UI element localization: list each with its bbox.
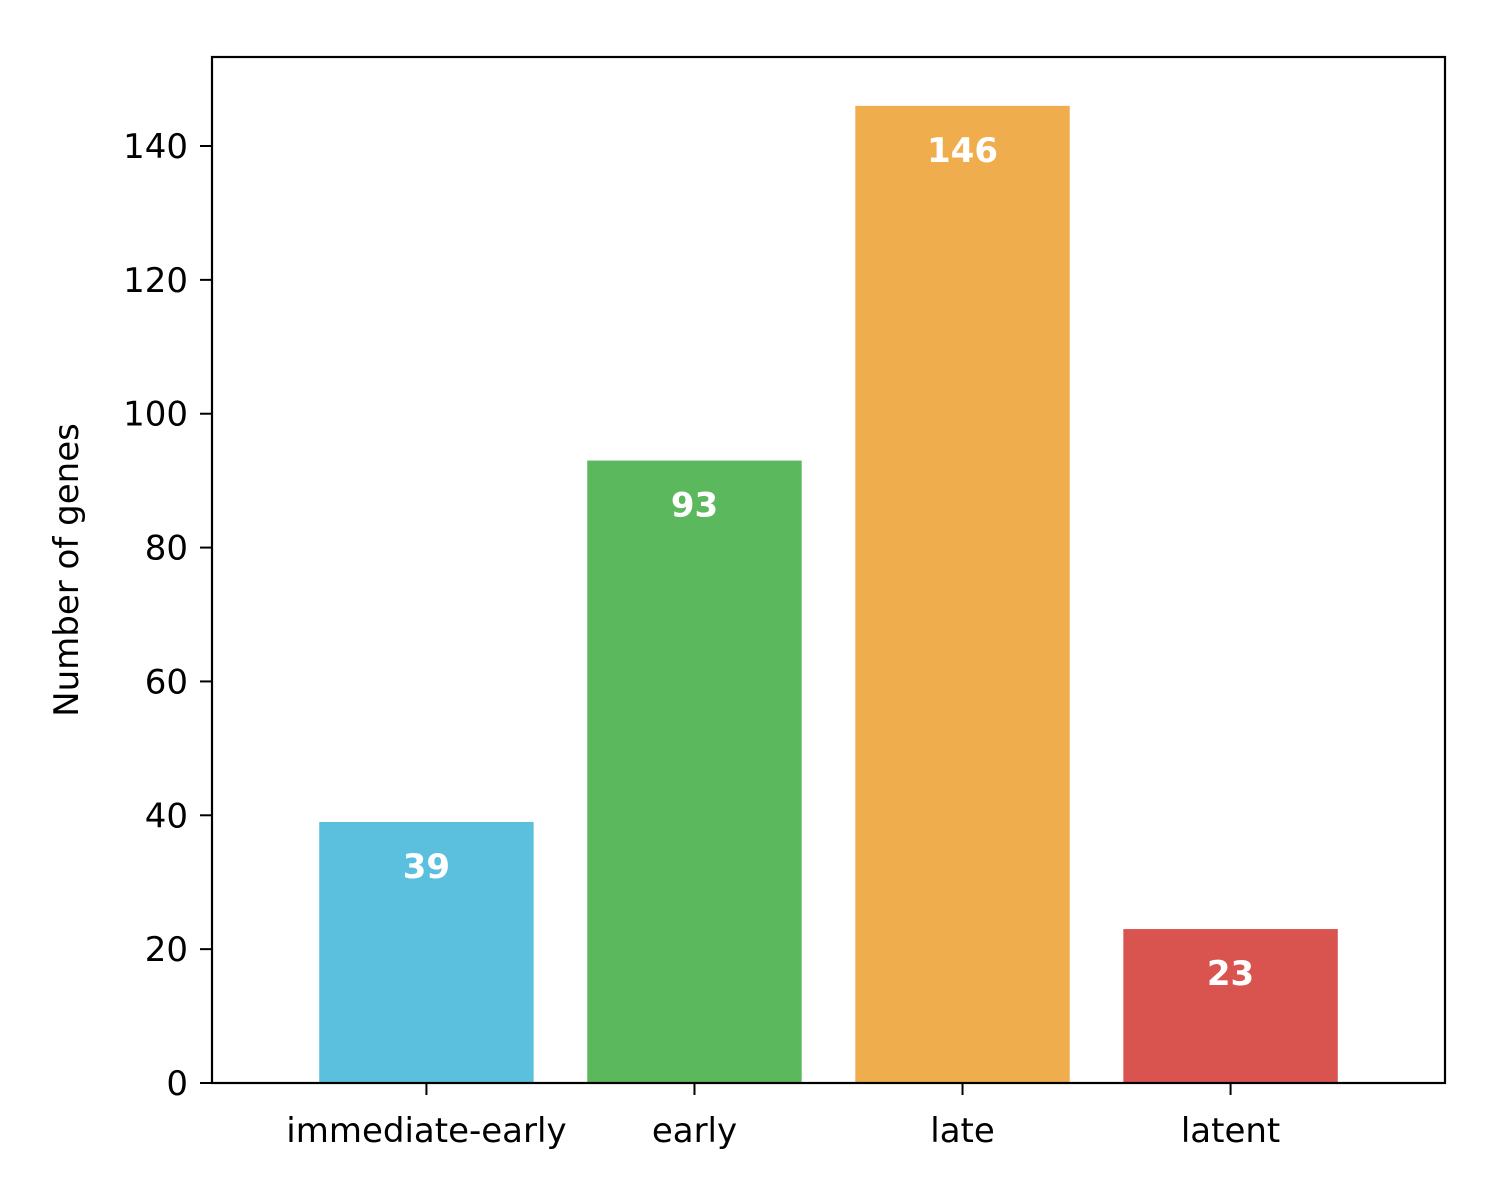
data-label-immediate-early: 39 xyxy=(403,847,450,887)
x-tick-label: late xyxy=(930,1111,995,1151)
y-tick-label: 80 xyxy=(145,529,188,569)
y-tick-label: 60 xyxy=(145,662,188,702)
plot-frame xyxy=(210,55,1447,1085)
data-label-latent: 23 xyxy=(1207,954,1254,994)
x-tick-label: latent xyxy=(1181,1111,1280,1151)
y-axis-ticks: 0 20 40 60 80 100 120 140 xyxy=(123,127,212,1104)
data-labels-group: 39 93 146 23 xyxy=(403,131,1254,994)
x-tick-label: immediate-early xyxy=(286,1111,566,1151)
bar-late xyxy=(855,105,1070,1084)
bar-immediate-early xyxy=(319,821,534,1083)
y-tick-label: 20 xyxy=(145,930,188,970)
y-axis-title: Number of genes xyxy=(47,423,87,717)
bar-latent xyxy=(1123,929,1338,1083)
bars-group xyxy=(319,105,1338,1084)
y-tick-label: 40 xyxy=(145,796,188,836)
data-label-early: 93 xyxy=(671,486,718,526)
bar-early xyxy=(587,460,802,1084)
x-axis-ticks: immediate-early early late latent xyxy=(286,1083,1280,1151)
x-tick-label: early xyxy=(652,1111,737,1151)
y-tick-label: 100 xyxy=(123,395,188,435)
y-tick-label: 0 xyxy=(166,1064,188,1104)
data-label-late: 146 xyxy=(927,131,998,171)
y-tick-label: 120 xyxy=(123,261,188,301)
y-tick-label: 140 xyxy=(123,127,188,167)
